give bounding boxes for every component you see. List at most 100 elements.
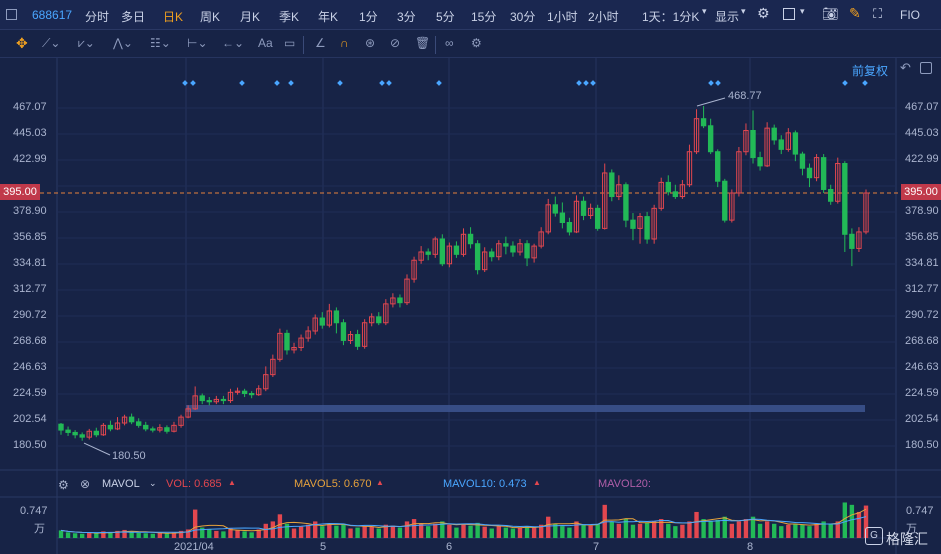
- candle: [135, 421, 142, 426]
- event-markers: [83, 80, 868, 456]
- settings-icon[interactable]: ⚙: [58, 478, 69, 492]
- restore-rights-button[interactable]: 前复权: [852, 64, 889, 78]
- tab-multi-day[interactable]: 多日: [121, 10, 146, 24]
- mavol-line: [60, 508, 867, 534]
- candle: [100, 424, 107, 436]
- candle: [298, 337, 304, 349]
- tab-5min[interactable]: 5分: [436, 10, 455, 24]
- tab-daily-k[interactable]: 日K: [163, 10, 184, 24]
- candle: [446, 245, 453, 265]
- event-marker: [842, 80, 848, 86]
- y-tick-right: 378.90: [905, 204, 939, 217]
- event-marker: [288, 80, 294, 86]
- crosshair-icon[interactable]: ✥: [16, 35, 28, 51]
- range-dropdown[interactable]: 1天：1分K: [642, 10, 700, 24]
- comment-icon[interactable]: ▭: [284, 36, 296, 50]
- candle: [383, 303, 389, 324]
- wave-tool-icon[interactable]: ⋀⌄: [113, 36, 133, 50]
- volume-bar: [207, 529, 212, 538]
- tab-2hour[interactable]: 2小时: [588, 10, 619, 24]
- volume-bar: [849, 504, 855, 538]
- tab-quarterly-k[interactable]: 季K: [279, 10, 300, 24]
- tab-30min[interactable]: 30分: [510, 10, 536, 24]
- arrow-tool-icon[interactable]: ←⌄: [222, 36, 245, 50]
- tab-1hour[interactable]: 1小时: [547, 10, 578, 24]
- candlestick-series: [58, 105, 869, 441]
- candle: [248, 393, 255, 396]
- candle: [467, 233, 474, 245]
- candle: [157, 427, 163, 431]
- volume-bar: [447, 524, 452, 538]
- lock-drawings-icon[interactable]: ⊛: [365, 36, 376, 50]
- channel-tool-icon[interactable]: ⩗⌄: [78, 36, 95, 50]
- volume-bar: [764, 521, 770, 538]
- hide-drawings-icon[interactable]: ⊘: [390, 36, 401, 50]
- candle: [503, 243, 509, 247]
- event-marker: [379, 80, 385, 86]
- volume-bar: [79, 533, 85, 538]
- pencil-icon[interactable]: ✎: [849, 5, 861, 21]
- magnet-icon[interactable]: ∩: [340, 36, 349, 50]
- volume-bar: [178, 530, 184, 538]
- volume-bar: [305, 524, 311, 538]
- layer-icon[interactable]: [920, 62, 932, 74]
- candle: [693, 118, 700, 153]
- tab-1min[interactable]: 1分: [359, 10, 378, 24]
- tab-weekly-k[interactable]: 周K: [200, 10, 221, 24]
- tab-monthly-k[interactable]: 月K: [240, 10, 261, 24]
- toolbar-divider: [435, 36, 436, 54]
- volume-bar: [313, 521, 318, 538]
- display-dropdown[interactable]: 显示: [715, 10, 740, 24]
- line-tool-icon[interactable]: ⟋⌄: [42, 36, 61, 50]
- volume-bar: [298, 526, 304, 538]
- tab-intraday[interactable]: 分时: [85, 10, 110, 24]
- volume-bar: [369, 526, 374, 538]
- y-tick-left: 268.68: [13, 334, 47, 347]
- measure-tool-icon[interactable]: ⊢⌄: [187, 36, 208, 50]
- volume-bar: [440, 521, 445, 538]
- candle: [227, 391, 234, 402]
- sidebar-toggle-icon[interactable]: [6, 9, 17, 20]
- tab-3min[interactable]: 3分: [397, 10, 416, 24]
- layout-icon[interactable]: [783, 8, 795, 20]
- close-icon[interactable]: ⊗: [80, 477, 91, 491]
- event-marker: [590, 80, 596, 86]
- candle: [700, 118, 707, 127]
- link-icon[interactable]: ∞: [445, 36, 454, 50]
- gear-icon[interactable]: ⚙: [471, 36, 482, 50]
- volume-series: [58, 502, 869, 538]
- y-tick-left: 378.90: [13, 204, 47, 217]
- fib-tool-icon[interactable]: ☷⌄: [150, 36, 171, 50]
- chevron-down-icon: ▾: [800, 6, 805, 16]
- candle: [270, 358, 276, 376]
- volume-bar: [814, 523, 819, 538]
- volume-bar: [807, 526, 812, 538]
- up-arrow-icon: ▲: [228, 478, 236, 487]
- trash-icon[interactable]: 🗑︎: [415, 36, 431, 50]
- candle: [481, 251, 488, 271]
- watermark: 格隆汇: [886, 531, 928, 547]
- settings-icon[interactable]: ⚙: [757, 5, 770, 21]
- text-tool-icon[interactable]: Aa: [258, 36, 273, 50]
- low-marker-line: [83, 442, 111, 456]
- candle: [107, 424, 114, 430]
- ruler-icon[interactable]: ∠: [315, 36, 326, 50]
- candle: [679, 184, 686, 198]
- event-marker: [274, 80, 280, 86]
- candle: [580, 200, 587, 216]
- camera-icon[interactable]: 📷︎: [822, 6, 839, 21]
- candle: [573, 200, 580, 233]
- candle: [411, 259, 417, 280]
- undo-icon[interactable]: ↶: [900, 60, 911, 75]
- candle: [813, 157, 820, 179]
- candle: [164, 427, 170, 432]
- tab-15min[interactable]: 15分: [471, 10, 497, 24]
- y-tick-right: 224.59: [905, 386, 939, 399]
- candle: [185, 408, 191, 418]
- tab-yearly-k[interactable]: 年K: [318, 10, 339, 24]
- fio-button[interactable]: FIO: [900, 8, 920, 22]
- indicator-selector[interactable]: MAVOL: [102, 478, 140, 490]
- candle: [460, 233, 467, 255]
- candle: [835, 163, 841, 202]
- fullscreen-icon[interactable]: ⛶: [873, 6, 883, 21]
